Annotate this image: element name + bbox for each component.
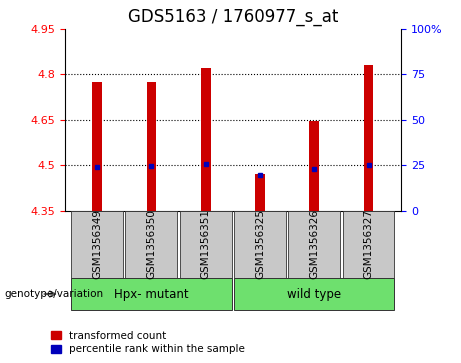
Bar <box>201 68 211 211</box>
Text: genotype/variation: genotype/variation <box>5 289 104 299</box>
Legend: transformed count, percentile rank within the sample: transformed count, percentile rank withi… <box>51 331 245 354</box>
Text: GSM1356326: GSM1356326 <box>309 209 319 279</box>
Bar <box>364 65 373 211</box>
Text: GSM1356327: GSM1356327 <box>364 209 373 279</box>
Bar <box>255 174 265 211</box>
Title: GDS5163 / 1760977_s_at: GDS5163 / 1760977_s_at <box>128 8 338 26</box>
Text: wild type: wild type <box>287 287 341 301</box>
Bar <box>309 121 319 211</box>
Text: Hpx- mutant: Hpx- mutant <box>114 287 189 301</box>
Text: GSM1356349: GSM1356349 <box>92 209 102 279</box>
Text: GSM1356351: GSM1356351 <box>201 209 211 279</box>
Text: GSM1356325: GSM1356325 <box>255 209 265 279</box>
Text: GSM1356350: GSM1356350 <box>147 209 156 279</box>
Bar <box>92 82 102 211</box>
Bar <box>147 82 156 211</box>
